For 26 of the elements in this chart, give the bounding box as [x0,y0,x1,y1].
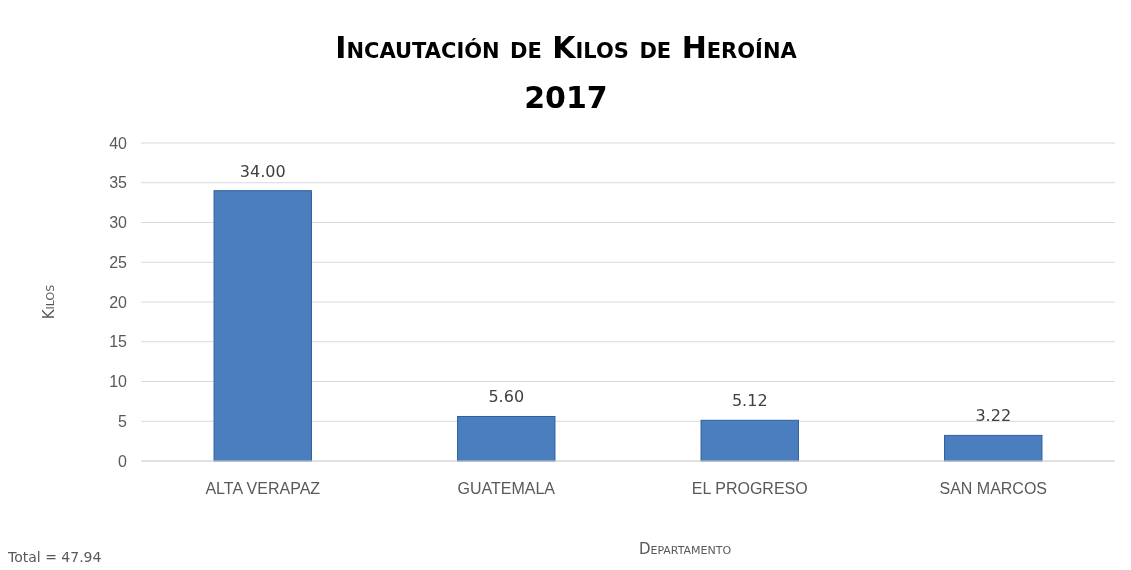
y-tick-label: 10 [109,373,128,391]
bar [944,434,1043,462]
x-tick-label: ALTA VERAPAZ [205,480,321,498]
y-tick-label: 0 [118,452,128,470]
y-axis-title: Kilos [40,284,58,320]
data-label: 5.60 [488,387,525,407]
data-label: 5.12 [731,391,768,411]
text: Total = 47.94 [7,549,102,565]
y-tick-label: 5 [118,412,128,430]
y-tick-label: 15 [109,333,128,351]
chart-title: Incautación de Kilos de Heroína [335,30,798,65]
y-tick-label: 25 [109,253,128,271]
bar [457,415,556,462]
bar [700,419,799,462]
chart-subtitle: 2017 [524,80,608,115]
x-tick-label: SAN MARCOS [939,480,1048,498]
y-tick-label: 20 [109,293,128,311]
x-tick-label: EL PROGRESO [691,480,808,498]
y-tick-label: 30 [109,214,128,232]
x-tick-label: GUATEMALA [457,480,556,498]
bar [213,190,312,462]
data-label: 34.00 [239,161,286,181]
data-label: 3.22 [975,406,1012,426]
y-tick-label: 40 [109,134,128,152]
x-axis-title: Departamento [638,540,732,558]
y-tick-label: 35 [109,174,128,192]
